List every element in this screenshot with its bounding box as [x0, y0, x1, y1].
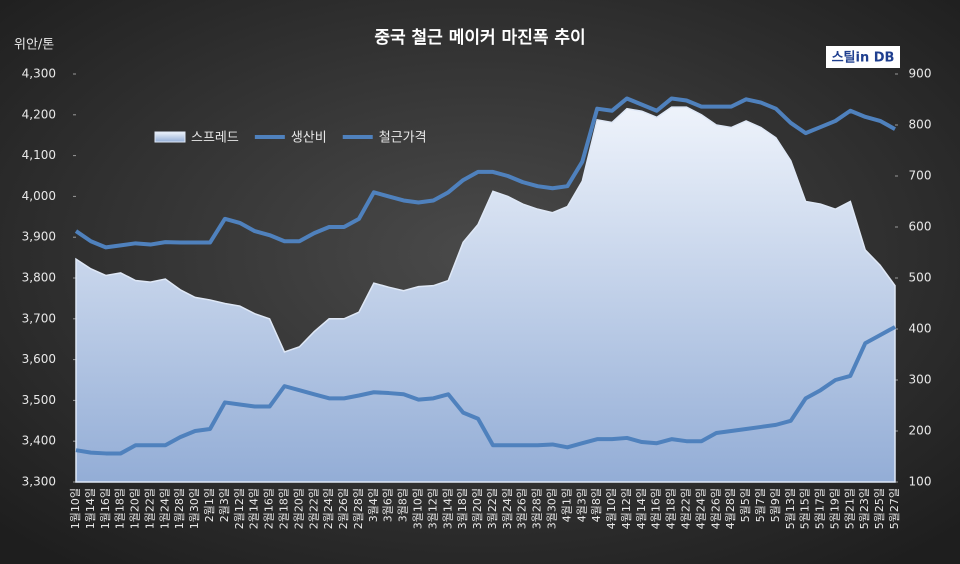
y2-tick-label: 900 [909, 67, 932, 81]
x-tick-label: 1월28일 [172, 488, 186, 529]
y-tick-label: 4,300 [22, 67, 56, 81]
y-tick-label: 4,100 [22, 148, 56, 162]
x-tick-label: 2월14일 [247, 488, 261, 529]
x-tick-label: 3월30일 [545, 488, 559, 529]
x-tick-label: 5월9일 [768, 488, 782, 522]
y2-tick-label: 700 [909, 169, 932, 183]
legend-swatch [154, 131, 186, 143]
y2-tick-label: 400 [909, 322, 932, 336]
x-tick-label: 4월28일 [723, 488, 737, 529]
x-tick-label: 5월27일 [887, 488, 901, 529]
legend-label: 철근가격 [379, 131, 427, 146]
x-tick-label: 5월25일 [872, 488, 886, 529]
x-tick-label: 5월13일 [783, 488, 797, 529]
x-tick-label: 4월10일 [604, 488, 618, 529]
series-line [74, 96, 896, 250]
y2-tick-label: 600 [909, 220, 932, 234]
x-tick-label: 1월14일 [83, 488, 97, 529]
x-tick-label: 1월20일 [128, 488, 142, 529]
series-line [75, 325, 896, 456]
y-tick-label: 3,700 [22, 311, 56, 325]
logo: 스틸in DB [832, 51, 895, 66]
x-tick-label: 3월22일 [485, 488, 499, 529]
x-tick-label: 1월18일 [113, 488, 127, 529]
y-tick-label: 3,600 [22, 352, 56, 366]
x-tick-label: 3월6일 [381, 488, 395, 522]
y2-tick-label: 300 [909, 373, 932, 387]
x-tick-label: 5월21일 [842, 488, 856, 529]
y-tick-label: 3,800 [22, 271, 56, 285]
x-tick-label: 1월24일 [157, 488, 171, 529]
x-tick-label: 2월26일 [336, 488, 350, 529]
x-tick-label: 2월3일 [217, 488, 231, 522]
x-tick-label: 4월18일 [664, 488, 678, 529]
x-tick-label: 4월8일 [589, 488, 603, 522]
x-tick-label: 4월24일 [693, 488, 707, 529]
y-tick-label: 3,300 [22, 475, 56, 489]
x-tick-label: 4월16일 [649, 488, 663, 529]
x-tick-label: 1월22일 [142, 488, 156, 529]
x-tick-label: 2월20일 [291, 488, 305, 529]
x-tick-label: 3월24일 [500, 488, 514, 529]
x-tick-label: 3월20일 [470, 488, 484, 529]
x-tick-label: 4월22일 [679, 488, 693, 529]
x-tick-label: 4월14일 [634, 488, 648, 529]
y-tick-label: 3,500 [22, 393, 56, 407]
x-tick-label: 1월30일 [187, 488, 201, 529]
x-tick-label: 3월12일 [425, 488, 439, 529]
x-tick-label: 3월14일 [440, 488, 454, 529]
x-tick-label: 5월7일 [753, 488, 767, 522]
legend-label: 스프레드 [191, 131, 239, 146]
y2-tick-label: 500 [909, 271, 932, 285]
x-tick-label: 2월1일 [202, 488, 216, 522]
chart-title: 중국 철근 메이커 마진폭 추이 [374, 28, 585, 48]
y2-tick-label: 200 [909, 424, 932, 438]
y2-tick-label: 100 [909, 475, 932, 489]
x-tick-label: 4월3일 [574, 488, 588, 522]
y2-tick-label: 800 [909, 118, 932, 132]
x-tick-label: 4월1일 [559, 488, 573, 522]
x-tick-label: 5월19일 [827, 488, 841, 529]
x-tick-label: 3월18일 [455, 488, 469, 529]
x-tick-label: 1월16일 [98, 488, 112, 529]
x-tick-label: 5월15일 [798, 488, 812, 529]
x-tick-label: 1월10일 [68, 488, 82, 529]
x-tick-label: 2월12일 [232, 488, 246, 529]
x-tick-label: 2월22일 [306, 488, 320, 529]
x-tick-label: 4월26일 [708, 488, 722, 529]
x-tick-label: 3월4일 [366, 488, 380, 522]
y-tick-label: 3,400 [22, 434, 56, 448]
x-tick-label: 2월24일 [321, 488, 335, 529]
x-tick-label: 2월28일 [351, 488, 365, 529]
x-tick-label: 2월18일 [276, 488, 290, 529]
x-tick-label: 3월26일 [515, 488, 529, 529]
x-tick-label: 2월16일 [262, 488, 276, 529]
y-tick-label: 3,900 [22, 230, 56, 244]
logo-box [826, 46, 900, 68]
x-tick-label: 5월23일 [857, 488, 871, 529]
y-tick-label: 4,000 [22, 189, 56, 203]
legend-label: 생산비 [291, 131, 327, 146]
x-tick-label: 3월28일 [530, 488, 544, 529]
y-tick-label: 4,200 [22, 107, 56, 121]
x-tick-label: 3월10일 [410, 488, 424, 529]
x-tick-label: 5월5일 [738, 488, 752, 522]
x-tick-label: 4월12일 [619, 488, 633, 529]
x-tick-label: 5월17일 [813, 488, 827, 529]
x-tick-label: 3월8일 [396, 488, 410, 522]
y-axis-label: 위안/톤 [14, 38, 54, 53]
